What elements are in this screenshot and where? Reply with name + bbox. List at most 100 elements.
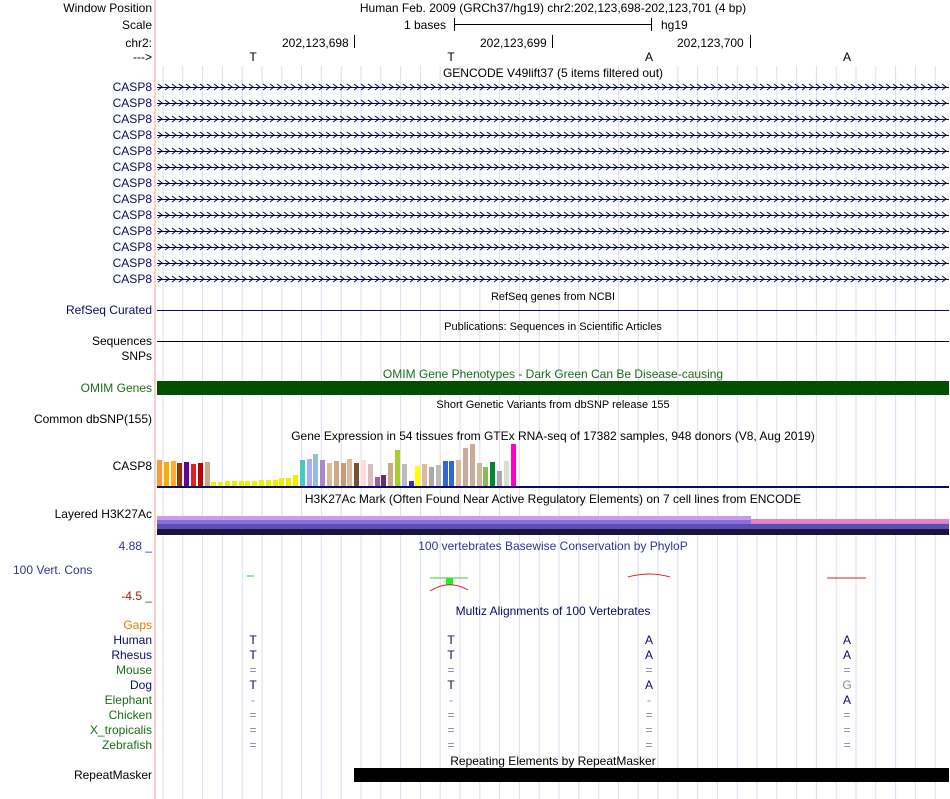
gtex-tissue-bar[interactable] [327, 463, 332, 486]
multiz-species-label[interactable]: Rhesus [111, 648, 152, 662]
multiz-title[interactable]: Multiz Alignments of 100 Vertebrates [455, 604, 651, 618]
gtex-tissue-bar[interactable] [415, 466, 421, 486]
gencode-transcript[interactable] [157, 227, 949, 235]
gencode-gene-label[interactable]: CASP8 [112, 224, 152, 238]
multiz-species-label[interactable]: Dog [129, 678, 152, 692]
gtex-tissue-bar[interactable] [211, 482, 217, 486]
gencode-transcript[interactable] [157, 243, 949, 251]
gencode-title[interactable]: GENCODE V49lift37 (5 items filtered out) [442, 66, 664, 80]
gencode-gene-label[interactable]: CASP8 [112, 256, 152, 270]
gtex-tissue-bar[interactable] [469, 444, 475, 486]
multiz-species-label[interactable]: Chicken [108, 708, 152, 722]
gtex-tissue-bar[interactable] [510, 444, 516, 486]
gencode-gene-label[interactable]: CASP8 [112, 176, 152, 190]
conservation-negative-mark[interactable] [429, 584, 469, 592]
multiz-species-label[interactable]: X_tropicalis [89, 723, 152, 737]
omim-gene-bar[interactable] [157, 381, 949, 395]
gtex-tissue-bar[interactable] [354, 463, 360, 486]
gencode-transcript[interactable] [157, 115, 949, 123]
gencode-gene-label[interactable]: CASP8 [112, 144, 152, 158]
gtex-tissue-bar[interactable] [163, 462, 169, 486]
gencode-gene-label[interactable]: CASP8 [112, 208, 152, 222]
gtex-tissue-bar[interactable] [218, 482, 224, 486]
gtex-tissue-bar[interactable] [408, 481, 414, 486]
gencode-gene-label[interactable]: CASP8 [112, 128, 152, 142]
repeatmasker-element[interactable] [354, 768, 949, 782]
gtex-tissue-bar[interactable] [286, 478, 292, 486]
gencode-gene-label[interactable]: CASP8 [112, 192, 152, 206]
gencode-gene-label[interactable]: CASP8 [112, 240, 152, 254]
gtex-tissue-bar[interactable] [503, 461, 509, 486]
refseq-label[interactable]: RefSeq Curated [65, 303, 152, 317]
gtex-tissue-bar[interactable] [401, 464, 407, 486]
gencode-transcript[interactable] [157, 163, 949, 171]
gtex-tissue-bar[interactable] [157, 460, 162, 486]
gtex-label[interactable]: CASP8 [112, 459, 152, 473]
gencode-gene-label[interactable]: CASP8 [112, 272, 152, 286]
omim-label[interactable]: OMIM Genes [80, 381, 152, 395]
dbsnp-title[interactable]: Short Genetic Variants from dbSNP releas… [436, 399, 670, 411]
gtex-tissue-bar[interactable] [463, 448, 468, 486]
gencode-transcript[interactable] [157, 147, 949, 155]
gtex-tissue-bar[interactable] [347, 459, 353, 486]
gtex-tissue-bar[interactable] [395, 450, 400, 486]
gtex-tissue-bar[interactable] [177, 463, 183, 486]
gtex-tissue-bar[interactable] [204, 462, 210, 486]
repeatmasker-title[interactable]: Repeating Elements by RepeatMasker [450, 754, 656, 768]
conservation-title[interactable]: 100 vertebrates Basewise Conservation by… [418, 539, 688, 553]
gtex-tissue-bar[interactable] [252, 481, 258, 486]
gtex-tissue-bar[interactable] [333, 461, 339, 486]
gtex-tissue-bar[interactable] [231, 481, 237, 486]
h3k27ac-title[interactable]: H3K27Ac Mark (Often Found Near Active Re… [304, 492, 802, 506]
gtex-tissue-bar[interactable] [225, 481, 230, 486]
multiz-species-label[interactable]: Gaps [123, 618, 152, 632]
gtex-tissue-bar[interactable] [429, 467, 434, 486]
gencode-transcript[interactable] [157, 179, 949, 187]
gtex-tissue-bar[interactable] [293, 475, 298, 486]
gtex-tissue-bar[interactable] [388, 463, 394, 486]
gtex-tissue-bar[interactable] [299, 460, 305, 486]
publications-label[interactable]: Sequences [91, 334, 152, 348]
gtex-tissue-bar[interactable] [367, 464, 373, 486]
snps-label[interactable]: SNPs [121, 349, 152, 363]
gtex-tissue-bar[interactable] [340, 463, 346, 486]
gtex-tissue-bar[interactable] [422, 464, 428, 486]
gtex-tissue-bar[interactable] [456, 460, 462, 486]
dbsnp-label[interactable]: Common dbSNP(155) [33, 412, 152, 426]
gencode-transcript[interactable] [157, 99, 949, 107]
gencode-transcript[interactable] [157, 195, 949, 203]
gtex-tissue-bar[interactable] [497, 471, 502, 486]
gencode-gene-label[interactable]: CASP8 [112, 80, 152, 94]
gencode-transcript[interactable] [157, 259, 949, 267]
multiz-species-label[interactable]: Zebrafish [101, 738, 152, 752]
gtex-tissue-bar[interactable] [449, 461, 455, 486]
gtex-tissue-bar[interactable] [476, 463, 482, 486]
h3k27ac-label[interactable]: Layered H3K27Ac [54, 507, 152, 521]
gtex-tissue-bar[interactable] [170, 461, 176, 486]
gtex-tissue-bar[interactable] [238, 481, 244, 486]
gtex-tissue-bar[interactable] [197, 463, 203, 486]
gtex-tissue-bar[interactable] [490, 462, 496, 486]
gtex-tissue-bar[interactable] [191, 464, 196, 486]
gencode-gene-label[interactable]: CASP8 [112, 96, 152, 110]
multiz-species-label[interactable]: Elephant [104, 693, 152, 707]
gtex-tissue-bar[interactable] [259, 480, 264, 486]
gtex-tissue-bar[interactable] [265, 480, 271, 486]
gencode-transcript[interactable] [157, 131, 949, 139]
refseq-gene-line[interactable] [157, 310, 949, 311]
gtex-tissue-bar[interactable] [442, 461, 448, 486]
conservation-positive-mark[interactable] [446, 578, 453, 585]
gtex-tissue-bar[interactable] [306, 459, 312, 486]
gtex-tissue-bar[interactable] [374, 477, 380, 486]
gtex-title[interactable]: Gene Expression in 54 tissues from GTEx … [291, 429, 815, 443]
gencode-gene-label[interactable]: CASP8 [112, 112, 152, 126]
gtex-tissue-bar[interactable] [272, 480, 278, 486]
multiz-species-label[interactable]: Mouse [115, 663, 152, 677]
gtex-tissue-bar[interactable] [361, 460, 366, 486]
gencode-transcript[interactable] [157, 275, 949, 283]
multiz-species-label[interactable]: Human [113, 633, 152, 647]
gencode-transcript[interactable] [157, 83, 949, 91]
gtex-tissue-bar[interactable] [435, 465, 441, 486]
gtex-tissue-bar[interactable] [381, 475, 387, 486]
refseq-title[interactable]: RefSeq genes from NCBI [490, 291, 616, 303]
